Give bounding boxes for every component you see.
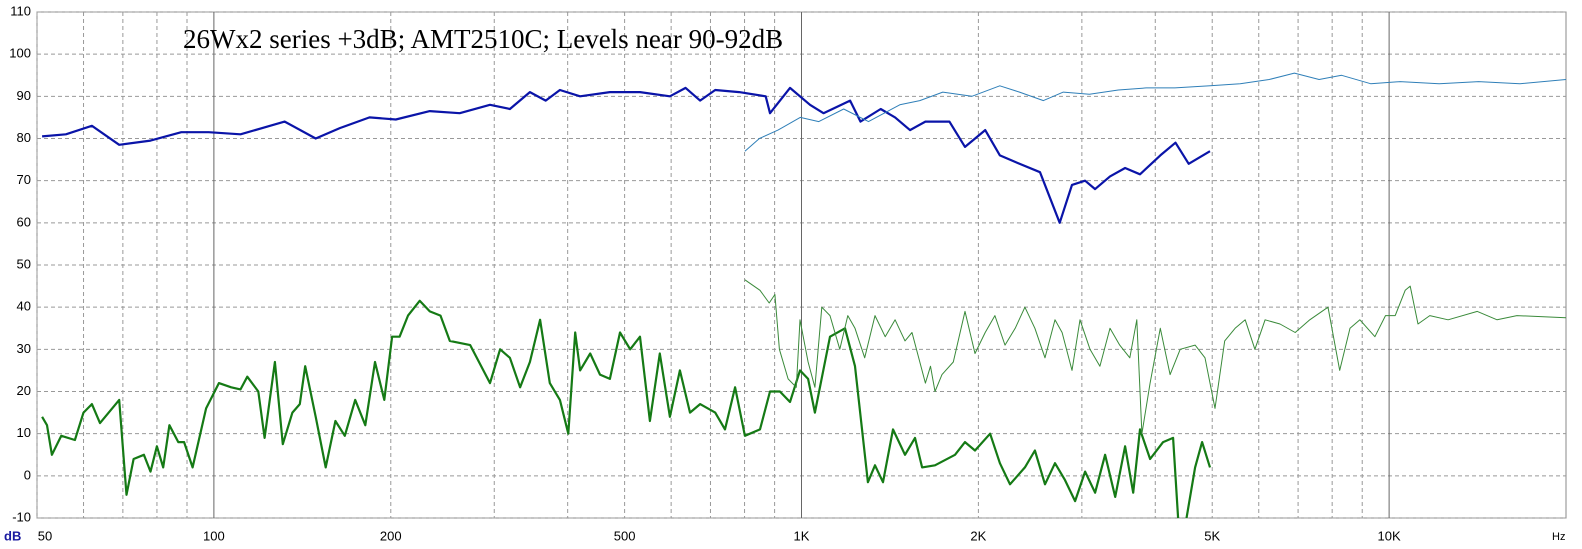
series-line bbox=[42, 86, 1211, 224]
x-tick-label: 1K bbox=[794, 528, 810, 543]
x-axis-unit: Hz bbox=[1552, 531, 1565, 543]
y-tick-label: -10 bbox=[12, 509, 31, 524]
x-tick-label: 200 bbox=[380, 528, 402, 543]
y-tick-label: 70 bbox=[17, 172, 31, 187]
chart-title: 26Wx2 series +3dB; AMT2510C; Levels near… bbox=[183, 24, 783, 54]
y-tick-label: 10 bbox=[17, 425, 31, 440]
y-tick-label: 100 bbox=[9, 46, 31, 61]
series-line bbox=[744, 279, 1566, 435]
y-tick-label: 40 bbox=[17, 299, 31, 314]
series-line bbox=[41, 299, 1212, 518]
x-tick-label: 2K bbox=[970, 528, 986, 543]
x-tick-label: 100 bbox=[203, 528, 225, 543]
y-tick-label: 110 bbox=[10, 3, 31, 18]
y-axis-unit: dB bbox=[4, 528, 21, 543]
y-tick-label: 90 bbox=[17, 88, 31, 103]
x-tick-label: 500 bbox=[614, 528, 636, 543]
y-tick-label: 60 bbox=[17, 214, 31, 229]
y-tick-label: 30 bbox=[17, 341, 31, 356]
series-line bbox=[744, 72, 1566, 152]
x-tick-label: 10K bbox=[1378, 528, 1401, 543]
y-tick-label: 50 bbox=[17, 256, 31, 271]
y-tick-label: 0 bbox=[24, 467, 31, 482]
y-tick-label: 20 bbox=[17, 383, 31, 398]
x-tick-label: 50 bbox=[38, 528, 52, 543]
y-tick-label: 80 bbox=[17, 130, 31, 145]
grid bbox=[36, 11, 1566, 519]
x-tick-label: 5K bbox=[1204, 528, 1220, 543]
series-group bbox=[41, 72, 1566, 518]
